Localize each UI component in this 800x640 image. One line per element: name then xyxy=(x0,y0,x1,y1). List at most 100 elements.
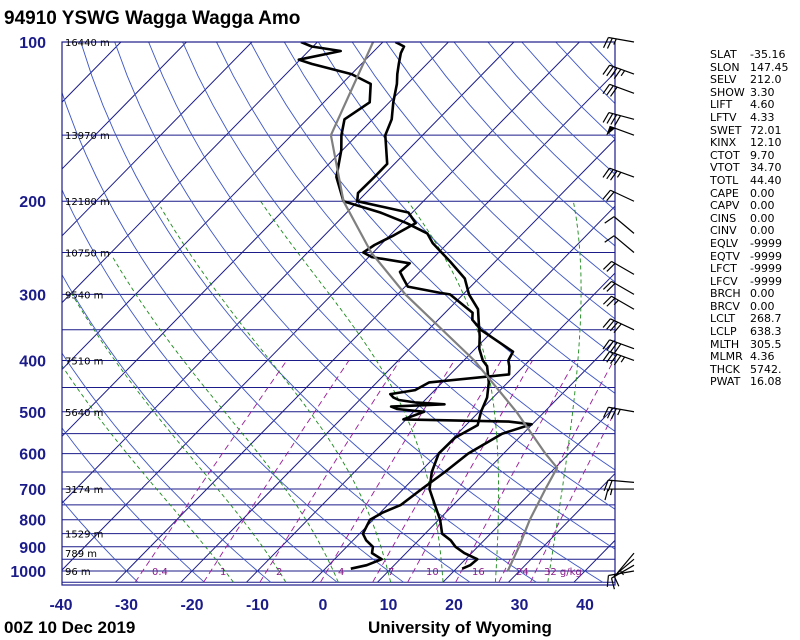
index-value: -9999 xyxy=(750,249,782,263)
index-key: VTOT xyxy=(710,161,740,175)
index-key: LFCV xyxy=(710,274,738,288)
index-key: THCK xyxy=(710,362,740,376)
index-value: 9.70 xyxy=(750,148,775,162)
pressure-tick-label: 400 xyxy=(19,353,46,370)
index-row: SELV 212.0 xyxy=(710,74,789,87)
moist-adiabat xyxy=(160,206,392,583)
mixing-ratio-label: 2 xyxy=(276,567,282,578)
pressure-tick-label: 600 xyxy=(19,447,46,464)
barb-full xyxy=(614,115,621,126)
dry-adiabat xyxy=(62,427,205,583)
isotherm-line xyxy=(62,42,384,371)
index-value: 4.60 xyxy=(750,98,775,112)
index-row: BRCV 0.00 xyxy=(710,299,789,314)
barb-shaft xyxy=(610,189,635,202)
index-row: TOTL 44.40 xyxy=(710,174,789,188)
barb-shaft xyxy=(610,318,635,331)
index-key: SLAT xyxy=(710,48,737,61)
index-value: 212.0 xyxy=(750,73,782,87)
index-row: SHOW 3.30 xyxy=(710,86,789,100)
index-key: LIFT xyxy=(710,98,733,112)
index-row: KINX 12.10 xyxy=(710,137,789,150)
barb-shaft xyxy=(609,339,635,350)
temperature-trace xyxy=(350,42,533,570)
index-row: CTOT 9.70 xyxy=(710,148,789,163)
index-value: 638.3 xyxy=(750,325,782,339)
dry-adiabat xyxy=(62,188,404,583)
index-value: 0.00 xyxy=(750,211,775,225)
index-key: BRCH xyxy=(710,287,741,301)
index-value: 268.7 xyxy=(750,312,782,326)
index-key: MLTH xyxy=(710,337,740,351)
barb-full xyxy=(606,575,609,587)
barb-full xyxy=(602,351,611,362)
index-value: -9999 xyxy=(750,274,782,288)
temperature-tick-label: -40 xyxy=(49,597,72,614)
barb-full xyxy=(606,113,614,124)
index-row: EQLV -9999 xyxy=(710,236,789,251)
barb-full xyxy=(606,169,614,180)
barb-shaft xyxy=(611,280,635,295)
mixing-ratio-label: 0.4 xyxy=(152,567,168,578)
pressure-tick-label: 1000 xyxy=(10,564,46,581)
background-grid xyxy=(62,42,615,583)
height-label: 789 m xyxy=(65,549,97,560)
barb-full xyxy=(607,480,613,492)
wind-barb xyxy=(602,64,635,79)
index-row: EQTV -9999 xyxy=(710,249,789,264)
index-row: LIFT 4.60 xyxy=(710,99,789,112)
dry-adiabat xyxy=(62,273,338,583)
dry-adiabat xyxy=(216,42,615,471)
mixing-ratio-label: 24 xyxy=(516,567,529,578)
barb-full xyxy=(606,320,615,330)
index-value: 0.00 xyxy=(750,186,775,200)
wind-barb xyxy=(602,280,635,295)
wind-barb xyxy=(602,295,635,310)
index-value: 0.00 xyxy=(750,287,775,301)
barb-shaft xyxy=(613,235,635,253)
temperature-tick-label: 30 xyxy=(511,597,529,614)
index-value: 12.10 xyxy=(750,136,782,150)
index-value: 0.00 xyxy=(750,299,775,313)
index-key: CINS xyxy=(710,211,737,225)
index-row: CINV 0.00 xyxy=(710,225,789,238)
height-label: 7510 m xyxy=(65,356,103,367)
index-value: 5742. xyxy=(750,362,782,376)
mixing-ratio-line xyxy=(134,360,288,583)
index-row: MLMR 4.36 xyxy=(710,351,789,364)
index-value: 72.01 xyxy=(750,123,782,137)
wind-barb xyxy=(602,111,635,126)
index-key: KINX xyxy=(710,136,737,150)
mixing-ratio-label: 10 xyxy=(426,567,439,578)
index-row: MLTH 305.5 xyxy=(710,337,789,352)
wind-barb xyxy=(602,189,635,202)
dry-adiabat xyxy=(148,42,615,550)
barb-shaft xyxy=(611,295,635,310)
barb-full xyxy=(613,323,622,333)
index-row: CINS 0.00 xyxy=(710,211,789,226)
barb-full xyxy=(610,86,618,97)
index-row: SWET 72.01 xyxy=(710,123,789,138)
barb-shaft xyxy=(608,406,635,413)
wind-barb xyxy=(602,167,635,181)
barb-full xyxy=(610,408,617,420)
temperature-tick-label: -10 xyxy=(246,597,269,614)
index-key: CAPV xyxy=(710,199,740,213)
index-row: THCK 5742. xyxy=(710,362,789,377)
barb-full xyxy=(609,321,619,332)
index-value: 34.70 xyxy=(750,161,782,175)
dry-adiabat xyxy=(62,352,271,583)
barb-full xyxy=(606,191,615,202)
pressure-tick-label: 100 xyxy=(19,35,46,52)
temperature-tick-label: 0 xyxy=(319,597,328,614)
index-key: LCLP xyxy=(710,325,737,339)
index-key: LFCT xyxy=(710,262,737,276)
mixing-ratio-line xyxy=(320,360,455,583)
barb-full xyxy=(610,353,618,364)
index-key: PWAT xyxy=(710,375,741,389)
index-row: BRCH 0.00 xyxy=(710,288,789,301)
index-value: -9999 xyxy=(750,236,782,250)
temperature-tick-label: 40 xyxy=(576,597,594,614)
index-key: LFTV xyxy=(710,110,737,124)
